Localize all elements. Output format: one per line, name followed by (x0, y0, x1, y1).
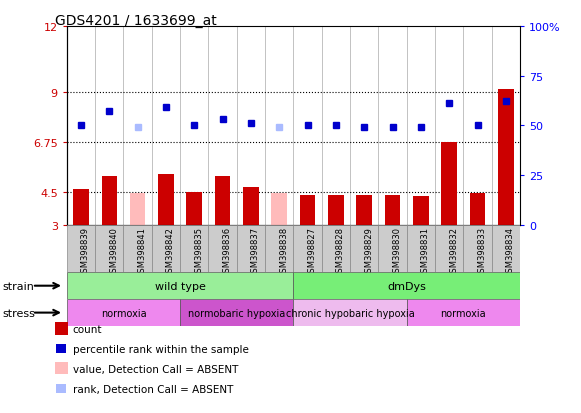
Bar (67, 273, 293, 299)
Bar (492, 225, 520, 273)
Bar (95, 225, 123, 273)
Bar (243, 188, 259, 225)
Bar (209, 225, 237, 273)
Bar (328, 195, 344, 225)
Text: value, Detection Call = ABSENT: value, Detection Call = ABSENT (73, 364, 238, 374)
Bar (265, 27, 293, 225)
Bar (498, 90, 514, 225)
Text: GSM398829: GSM398829 (364, 226, 373, 277)
Text: GSM398836: GSM398836 (223, 226, 232, 278)
Text: GSM398831: GSM398831 (421, 226, 430, 278)
Text: GSM398828: GSM398828 (336, 226, 345, 278)
Bar (322, 27, 350, 225)
Text: GSM398832: GSM398832 (449, 226, 458, 278)
Bar (180, 225, 209, 273)
Bar (435, 225, 464, 273)
Bar (407, 225, 435, 273)
Text: GSM398834: GSM398834 (506, 226, 515, 278)
Bar (67, 299, 180, 326)
Bar (413, 197, 429, 225)
Text: GDS4201 / 1633699_at: GDS4201 / 1633699_at (55, 14, 217, 28)
Bar (356, 195, 372, 225)
Text: percentile rank within the sample: percentile rank within the sample (73, 344, 249, 354)
Bar (130, 193, 145, 225)
Bar (209, 27, 237, 225)
Bar (180, 299, 293, 326)
Bar (464, 27, 492, 225)
Bar (102, 177, 117, 225)
Bar (322, 225, 350, 273)
Bar (293, 225, 322, 273)
Bar (435, 27, 464, 225)
Bar (187, 192, 202, 225)
Bar (123, 27, 152, 225)
Text: GSM398835: GSM398835 (194, 226, 203, 278)
Text: count: count (73, 324, 102, 334)
Bar (378, 27, 407, 225)
Text: strain: strain (3, 281, 35, 291)
Text: GSM398837: GSM398837 (251, 226, 260, 278)
Bar (67, 27, 95, 225)
Bar (407, 299, 520, 326)
Text: GSM398830: GSM398830 (393, 226, 401, 278)
Bar (350, 225, 378, 273)
Bar (123, 225, 152, 273)
Bar (95, 27, 123, 225)
Text: rank, Detection Call = ABSENT: rank, Detection Call = ABSENT (73, 384, 233, 394)
Bar (469, 193, 485, 225)
Bar (237, 225, 265, 273)
Bar (265, 225, 293, 273)
Bar (73, 190, 89, 225)
Bar (237, 27, 265, 225)
Bar (378, 225, 407, 273)
Text: GSM398842: GSM398842 (166, 226, 175, 277)
Text: wild type: wild type (155, 281, 206, 291)
Bar (158, 174, 174, 225)
Bar (152, 27, 180, 225)
Bar (293, 299, 407, 326)
Bar (464, 225, 492, 273)
Bar (300, 195, 315, 225)
Text: GSM398840: GSM398840 (109, 226, 119, 277)
Text: normoxia: normoxia (440, 308, 486, 318)
Bar (385, 195, 400, 225)
Text: dmDys: dmDys (388, 281, 426, 291)
Bar (407, 27, 435, 225)
Text: normoxia: normoxia (101, 308, 146, 318)
Bar (180, 27, 209, 225)
Text: chronic hypobaric hypoxia: chronic hypobaric hypoxia (286, 308, 414, 318)
Bar (350, 27, 378, 225)
Text: GSM398833: GSM398833 (478, 226, 486, 278)
Bar (293, 27, 322, 225)
Text: normobaric hypoxia: normobaric hypoxia (188, 308, 285, 318)
Bar (215, 177, 231, 225)
Text: GSM398839: GSM398839 (81, 226, 90, 278)
Bar (492, 27, 520, 225)
Text: GSM398827: GSM398827 (307, 226, 317, 278)
Bar (152, 225, 180, 273)
Text: stress: stress (3, 308, 36, 318)
Bar (293, 273, 520, 299)
Bar (67, 225, 95, 273)
Bar (271, 193, 287, 225)
Bar (442, 142, 457, 225)
Text: GSM398838: GSM398838 (279, 226, 288, 278)
Text: GSM398841: GSM398841 (138, 226, 146, 277)
